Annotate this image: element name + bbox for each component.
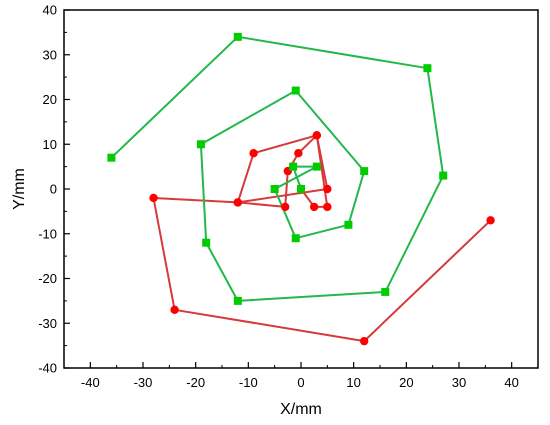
plot-markers [107,32,495,346]
series-2-point [291,234,300,243]
series-2-point [196,140,205,149]
x-tick-label: -10 [239,375,258,390]
series-2-point [297,185,305,193]
series-2-line [110,35,445,302]
y-tick-label: 10 [43,137,57,152]
series-2-point [381,287,390,296]
series-1-point [312,131,321,140]
series-1-point [281,202,290,212]
y-tick-label: -20 [38,271,57,286]
series-1-point [360,336,369,346]
series-2-point [344,220,353,229]
series-2-point [291,86,300,95]
x-tick-label: -30 [134,375,153,390]
series-2-point [202,238,211,247]
series-2-point [107,153,116,162]
y-tick-label: -40 [38,361,57,376]
series-1-point [486,216,495,225]
plot-lines [110,35,492,343]
x-tick-label: 40 [504,375,518,390]
x-tick-label: 30 [452,375,466,390]
series-2-point [423,64,432,73]
series-1-point [233,198,242,207]
series-2-point [360,167,369,176]
y-tick-label: -30 [38,316,57,331]
series-2-point [233,296,242,305]
axis-ticks [63,9,539,369]
x-axis-title: X/mm [280,401,322,418]
series-1-point [309,202,319,212]
series-2-point [312,162,321,171]
series-2-point [439,171,448,180]
x-tick-label: -40 [81,375,100,390]
x-tick-label: 10 [346,375,360,390]
x-tick-label: 20 [399,375,413,390]
series-2-point [289,162,298,171]
y-tick-label: -10 [38,226,57,241]
series-2-point [270,185,279,193]
series-1-point [294,149,303,158]
axis-tick-labels: -40 -30 -20 -10 0 10 20 30 40 -40 -30 -20 -10 0 10 20 30… [38,3,519,391]
series-1-point [149,193,158,203]
x-tick-label: -20 [186,375,205,390]
series-1-point [323,184,332,194]
y-tick-label: 20 [43,92,57,107]
x-tick-label: 0 [297,375,304,390]
y-tick-label: 0 [50,182,57,197]
series-1-point [249,149,258,158]
series-2-point [233,32,242,41]
y-axis-title: Y/mm [11,168,28,210]
y-tick-label: 30 [43,47,57,62]
series-1-point [323,202,332,212]
series-1-line [152,134,492,343]
series-1-point [170,305,179,315]
y-tick-label: 40 [43,3,57,18]
